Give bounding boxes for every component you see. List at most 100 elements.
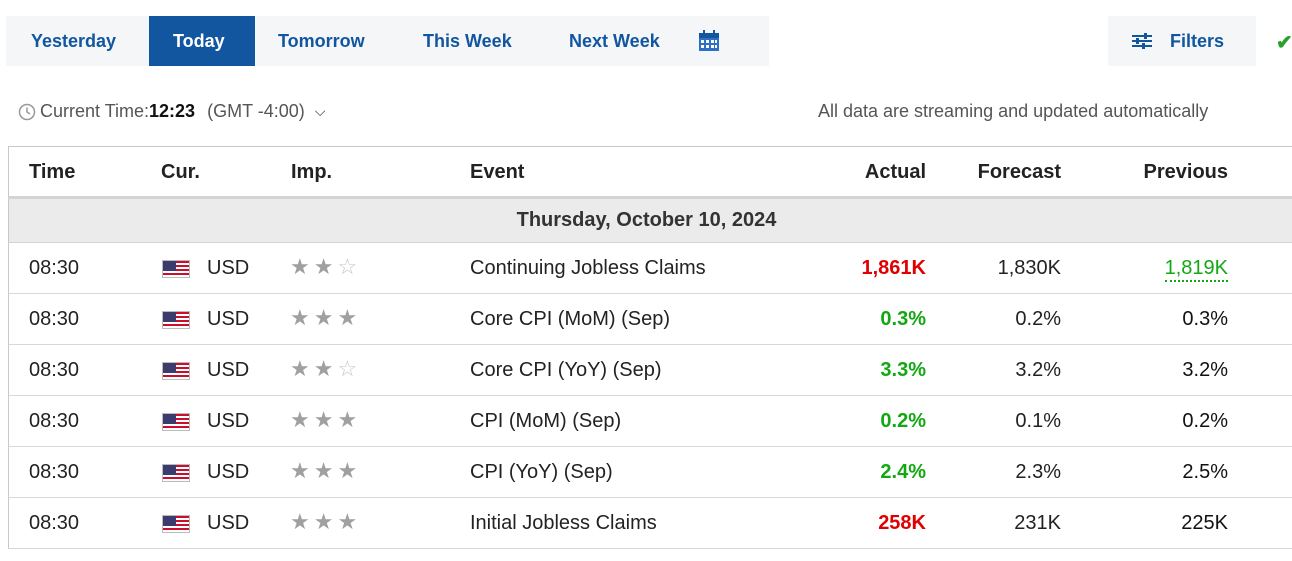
- row-event-link[interactable]: CPI (YoY) (Sep): [470, 461, 613, 483]
- tab-today[interactable]: Today: [149, 16, 255, 66]
- us-flag-icon: [162, 311, 190, 329]
- importance-star-icon: ★: [290, 458, 310, 483]
- row-currency: USD: [207, 359, 250, 381]
- timezone-dropdown-chevron-icon[interactable]: ⌵: [314, 103, 326, 119]
- economic-calendar-table: Time Cur. Imp. Event Actual Forecast Pre…: [8, 146, 1292, 549]
- importance-star-icon: ★: [313, 305, 334, 330]
- importance-star-icon: ★: [337, 509, 358, 534]
- importance-star-icon: ★: [290, 356, 310, 381]
- row-actual: 0.2%: [880, 410, 926, 432]
- row-event-link[interactable]: Core CPI (YoY) (Sep): [470, 359, 662, 381]
- us-flag-icon: [162, 464, 190, 482]
- row-event-link[interactable]: Continuing Jobless Claims: [470, 257, 706, 279]
- current-time-label: Current Time:: [40, 101, 150, 121]
- table-row[interactable]: 08:30 USD ★ ★ ★ CPI (MoM) (Sep) 0.2% 0.1% 0.2%: [8, 396, 1292, 447]
- us-flag-icon: [162, 413, 190, 431]
- importance-star-icon: ★: [313, 458, 334, 483]
- streaming-note: All data are streaming and updated autom…: [818, 101, 1209, 121]
- row-forecast: 3.2%: [1015, 359, 1061, 381]
- row-time: 08:30: [29, 359, 80, 381]
- importance-star-icon: ★: [290, 254, 310, 279]
- importance-star-icon: ★: [290, 509, 310, 534]
- current-time-bar: Current Time: 12:23 (GMT -4:00) ⌵: [18, 101, 325, 122]
- tab-tomorrow[interactable]: Tomorrow: [278, 30, 365, 51]
- importance-star-icon: ★: [337, 458, 358, 483]
- row-currency: USD: [207, 308, 250, 330]
- row-actual: 0.3%: [880, 308, 926, 330]
- day-header: Thursday, October 10, 2024: [8, 199, 1292, 243]
- importance-star-icon: ★: [290, 407, 310, 432]
- row-currency: USD: [207, 257, 250, 279]
- row-currency: USD: [207, 512, 250, 534]
- timezone-label: (GMT -4:00): [207, 101, 305, 121]
- row-previous: 225K: [1181, 512, 1228, 534]
- row-time: 08:30: [29, 461, 80, 483]
- table-row[interactable]: 08:30 USD ★ ★ ★ CPI (YoY) (Sep) 2.4% 2.3% 2.5%: [8, 447, 1292, 498]
- row-forecast: 2.3%: [1015, 461, 1061, 483]
- importance-star-icon: ★: [290, 305, 310, 330]
- row-time: 08:30: [29, 308, 80, 330]
- row-importance: ★ ★ ☆: [290, 256, 357, 278]
- row-actual: 2.4%: [880, 461, 926, 483]
- checkmark-icon[interactable]: ✔: [1276, 32, 1292, 54]
- row-importance: ★ ★ ★: [290, 307, 357, 329]
- row-importance: ★ ★ ★: [290, 460, 357, 482]
- row-event-link[interactable]: Core CPI (MoM) (Sep): [470, 308, 671, 330]
- row-previous: 3.2%: [1182, 359, 1228, 381]
- header-importance[interactable]: Imp.: [291, 161, 333, 183]
- row-actual: 3.3%: [880, 359, 926, 381]
- tab-yesterday[interactable]: Yesterday: [31, 30, 117, 51]
- clock-icon: [18, 103, 36, 120]
- sliders-icon: [1132, 33, 1152, 49]
- table-row[interactable]: 08:30 USD ★ ★ ☆ Continuing Jobless Claims 1,86…: [8, 243, 1292, 294]
- table-row[interactable]: 08:30 USD ★ ★ ★ Initial Jobless Claims 258K 231…: [8, 498, 1292, 549]
- row-forecast: 1,830K: [997, 257, 1061, 279]
- row-event-link[interactable]: Initial Jobless Claims: [470, 512, 657, 534]
- row-forecast: 231K: [1014, 512, 1061, 534]
- importance-star-icon: ☆: [337, 254, 358, 279]
- row-time: 08:30: [29, 257, 80, 279]
- importance-star-icon: ★: [337, 407, 358, 432]
- header-previous[interactable]: Previous: [1143, 161, 1228, 183]
- importance-star-icon: ★: [313, 407, 334, 432]
- us-flag-icon: [162, 515, 190, 533]
- current-time-value: 12:23: [149, 101, 196, 121]
- importance-star-icon: ★: [313, 356, 334, 381]
- date-range-tabs: Yesterday Today Tomorrow This Week Next …: [6, 16, 769, 66]
- importance-star-icon: ★: [337, 305, 358, 330]
- header-actual[interactable]: Actual: [864, 161, 926, 183]
- row-event-link[interactable]: CPI (MoM) (Sep): [470, 410, 622, 432]
- row-currency: USD: [207, 410, 250, 432]
- row-actual: 1,861K: [861, 257, 927, 279]
- row-time: 08:30: [29, 512, 80, 534]
- row-actual: 258K: [878, 512, 926, 534]
- us-flag-icon: [162, 260, 190, 278]
- filters-label: Filters: [1170, 30, 1225, 51]
- calendar-icon: [699, 30, 719, 51]
- filters-button[interactable]: Filters: [1108, 16, 1256, 66]
- row-time: 08:30: [29, 410, 80, 432]
- row-importance: ★ ★ ★: [290, 409, 357, 431]
- importance-star-icon: ☆: [337, 356, 358, 381]
- table-header: Time Cur. Imp. Event Actual Forecast Pre…: [8, 146, 1292, 199]
- row-previous: 0.2%: [1182, 410, 1228, 432]
- tab-next-week[interactable]: Next Week: [569, 30, 660, 51]
- row-previous: 1,819K: [1164, 257, 1228, 282]
- importance-star-icon: ★: [313, 254, 334, 279]
- calendar-picker-button[interactable]: [691, 16, 769, 66]
- row-forecast: 0.1%: [1015, 410, 1061, 432]
- table-row[interactable]: 08:30 USD ★ ★ ☆ Core CPI (YoY) (Sep) 3.3% 3.2% 3…: [8, 345, 1292, 396]
- header-event[interactable]: Event: [470, 161, 525, 183]
- header-forecast[interactable]: Forecast: [977, 161, 1061, 183]
- row-forecast: 0.2%: [1015, 308, 1061, 330]
- header-time[interactable]: Time: [29, 161, 76, 183]
- row-previous: 2.5%: [1182, 461, 1228, 483]
- row-importance: ★ ★ ☆: [290, 358, 357, 380]
- tab-this-week[interactable]: This Week: [423, 30, 512, 51]
- us-flag-icon: [162, 362, 190, 380]
- row-previous: 0.3%: [1182, 308, 1228, 330]
- importance-star-icon: ★: [313, 509, 334, 534]
- table-row[interactable]: 08:30 USD ★ ★ ★ Core CPI (MoM) (Sep) 0.3% 0.2% 0…: [8, 294, 1292, 345]
- row-importance: ★ ★ ★: [290, 511, 357, 533]
- header-currency[interactable]: Cur.: [161, 161, 200, 183]
